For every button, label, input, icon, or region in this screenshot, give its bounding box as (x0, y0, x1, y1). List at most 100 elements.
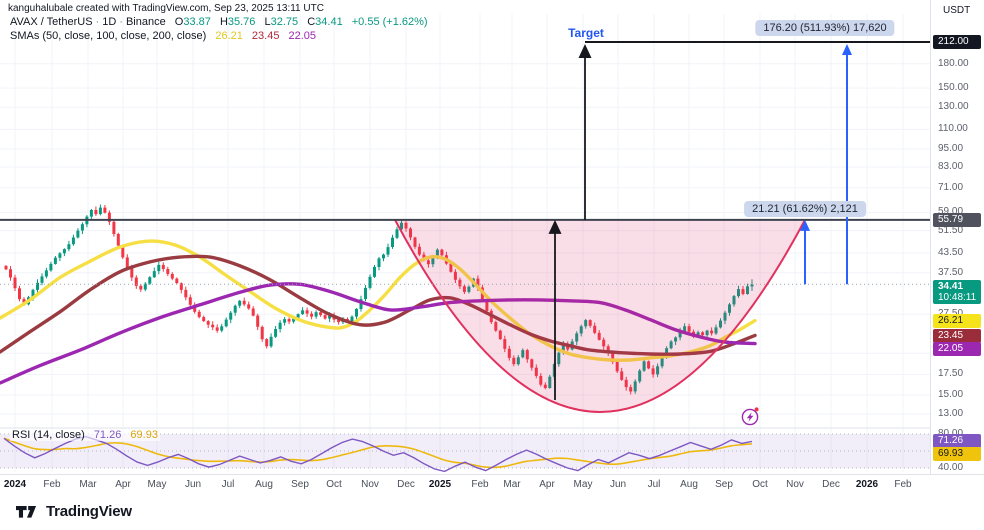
candle-body (638, 370, 642, 382)
candle-body (76, 230, 80, 238)
candle-body (170, 273, 174, 279)
candle-body (233, 305, 237, 313)
candle-body (328, 315, 332, 319)
candle-body (130, 267, 134, 278)
candle-body (453, 271, 457, 280)
candle-body (507, 348, 511, 358)
candle-body (687, 326, 691, 332)
time-tick: Jun (184, 479, 202, 490)
candle-body (588, 320, 592, 326)
symbol-legend-row[interactable]: AVAX / TetherUS · 1D · Binance O33.87 H35.76… (10, 16, 428, 28)
time-tick: Jun (609, 479, 627, 490)
candle-body (391, 237, 394, 247)
open-letter: O (174, 16, 184, 28)
candle-body (426, 260, 430, 265)
candle-body (89, 210, 93, 217)
candle-body (166, 269, 170, 274)
candle-body (746, 286, 749, 294)
candle-body (193, 304, 197, 312)
arrow-head[interactable] (548, 219, 562, 234)
rsi-ma-line (3, 437, 753, 469)
candle-body (107, 212, 111, 222)
open-value: 33.87 (183, 16, 211, 28)
price-badge: 212.00 (933, 35, 981, 49)
high-value: 35.76 (227, 16, 256, 28)
rsi-badge: 69.93 (933, 447, 981, 461)
candle-body (417, 246, 421, 255)
chart-canvas[interactable] (0, 0, 930, 474)
candle-body (62, 249, 66, 254)
candle-body (624, 379, 628, 388)
candle-body (112, 221, 116, 234)
candle-body (651, 368, 655, 375)
time-tick: May (147, 479, 167, 490)
candle-body (458, 279, 462, 287)
time-tick: Nov (361, 479, 379, 490)
price-tick: 71.00 (938, 181, 964, 193)
rsi-legend-row[interactable]: RSI (14, close) 71.26 69.93 (10, 429, 160, 441)
rsi-ma-value: 69.93 (130, 429, 158, 441)
candle-body (539, 375, 543, 385)
candle-body (287, 319, 291, 322)
cup-pattern-fill[interactable] (395, 219, 805, 412)
candle-body (395, 229, 399, 238)
separator-dot: · (95, 16, 100, 28)
target-annotation[interactable]: Target (568, 26, 604, 40)
candle-body (161, 264, 165, 269)
candle-body (211, 324, 215, 328)
candle-body (94, 210, 98, 215)
candle-body (467, 286, 471, 292)
arrow-head[interactable] (578, 44, 592, 58)
candle-body (188, 297, 192, 305)
time-tick: Feb (894, 479, 912, 490)
candle-body (525, 350, 529, 360)
candle-body (283, 319, 287, 323)
price-tick: 95.00 (938, 142, 964, 154)
cup-pattern-arc[interactable] (394, 219, 806, 413)
arrow-head[interactable] (800, 219, 810, 231)
candle-body (719, 320, 722, 328)
price-tick: 130.00 (938, 101, 969, 113)
candle-body (269, 336, 273, 347)
candle-body (121, 245, 125, 258)
candle-body (449, 263, 453, 272)
candle-body (642, 361, 646, 371)
candle-body (476, 278, 480, 288)
measure-label-small[interactable]: 21.21 (61.62%) 2,121 (744, 201, 866, 217)
candle-body (633, 381, 637, 392)
symbol-name: AVAX / TetherUS (10, 16, 93, 28)
separator-dot: · (119, 16, 123, 28)
time-tick: Mar (79, 479, 97, 490)
time-tick: 2025 (428, 479, 452, 490)
measure-label-big[interactable]: 176.20 (511.93%) 17,620 (755, 20, 895, 36)
candle-body (4, 265, 8, 270)
candle-body (701, 332, 705, 336)
candle-body (134, 277, 138, 286)
arrow-head[interactable] (842, 44, 852, 55)
candle-body (98, 207, 102, 215)
tradingview-logo[interactable]: TradingView (16, 503, 132, 520)
candle-body (750, 284, 754, 287)
time-tick: Dec (397, 479, 415, 490)
candle-body (615, 362, 619, 372)
candle-body (382, 254, 385, 259)
candle-body (53, 257, 57, 264)
candle-body (242, 300, 246, 305)
candle-body (256, 315, 260, 327)
low-letter: L (264, 16, 271, 28)
candle-body (148, 277, 152, 284)
price-axis[interactable]: USDT 180.00 150.00 130.00 110.00 95.00 83.00 7… (930, 0, 984, 474)
rsi-line (3, 435, 753, 473)
candle-body (728, 304, 731, 313)
price-tick: 59.00 (938, 206, 964, 218)
time-tick: Nov (786, 479, 804, 490)
flash-boost-icon[interactable] (740, 406, 760, 426)
candle-body (512, 357, 516, 365)
time-axis[interactable]: 2024 Feb Mar Apr May Jun Jul Aug Sep Oct Nov Dec 202… (0, 474, 984, 494)
candle-body (292, 317, 296, 322)
candle-body (620, 371, 624, 380)
candle-body (723, 312, 727, 321)
sma-legend-row[interactable]: SMAs (50, close, 100, close, 200, close)… (10, 30, 316, 42)
candle-body (143, 283, 147, 290)
